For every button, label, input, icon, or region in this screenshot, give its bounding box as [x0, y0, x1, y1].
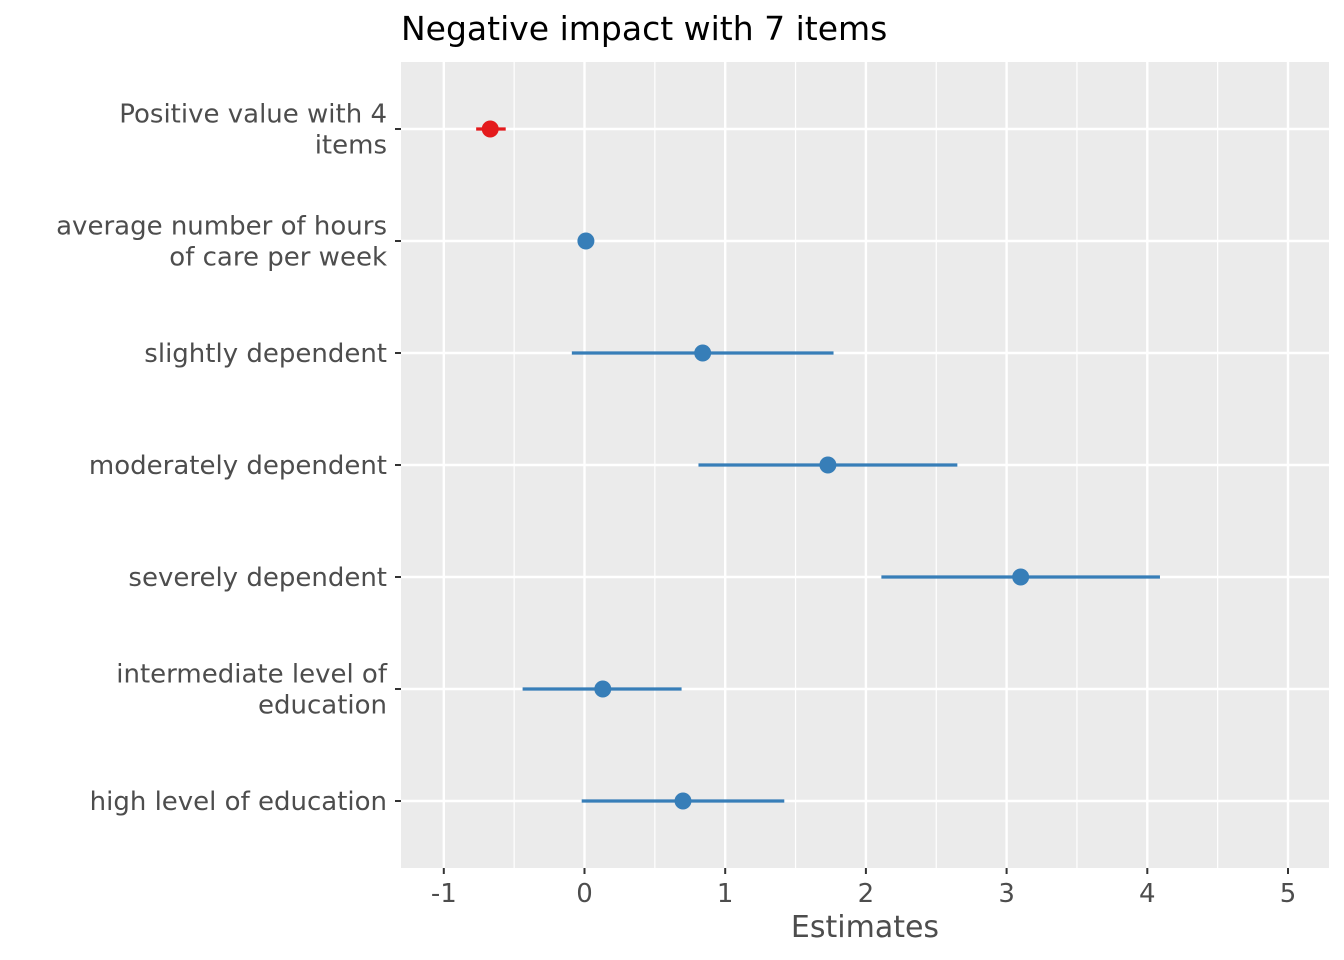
estimate-point	[594, 680, 612, 698]
x-tick-label: -1	[431, 879, 457, 909]
y-axis: Positive value with 4 items average number…	[56, 100, 401, 817]
y-tick-label: slightly dependent	[144, 339, 387, 369]
x-tick-label: 3	[998, 879, 1015, 909]
x-axis: -1 0 1 2 3 4 5	[431, 868, 1296, 909]
y-tick-label: moderately dependent	[89, 451, 387, 481]
y-tick-label: Positive value with 4 items	[119, 100, 387, 161]
x-axis-title: Estimates	[791, 910, 939, 945]
x-tick-label: 0	[576, 879, 593, 909]
estimate-point	[674, 792, 692, 810]
estimate-point	[481, 120, 499, 138]
x-tick-label: 4	[1139, 879, 1156, 909]
x-tick-label: 1	[717, 879, 734, 909]
y-tick-label: high level of education	[90, 787, 387, 817]
estimate-marks	[476, 120, 1160, 810]
estimate-point	[819, 456, 837, 474]
y-tick-label: average number of hours of care per week	[56, 212, 387, 273]
y-tick-label: intermediate level of education	[116, 660, 388, 721]
estimate-point	[577, 232, 595, 250]
y-tick-label: severely dependent	[128, 563, 387, 593]
chart-title: Negative impact with 7 items	[401, 9, 887, 48]
estimate-point	[694, 344, 712, 362]
estimate-point	[1012, 568, 1030, 586]
x-tick-label: 5	[1280, 879, 1297, 909]
x-tick-label: 2	[858, 879, 875, 909]
